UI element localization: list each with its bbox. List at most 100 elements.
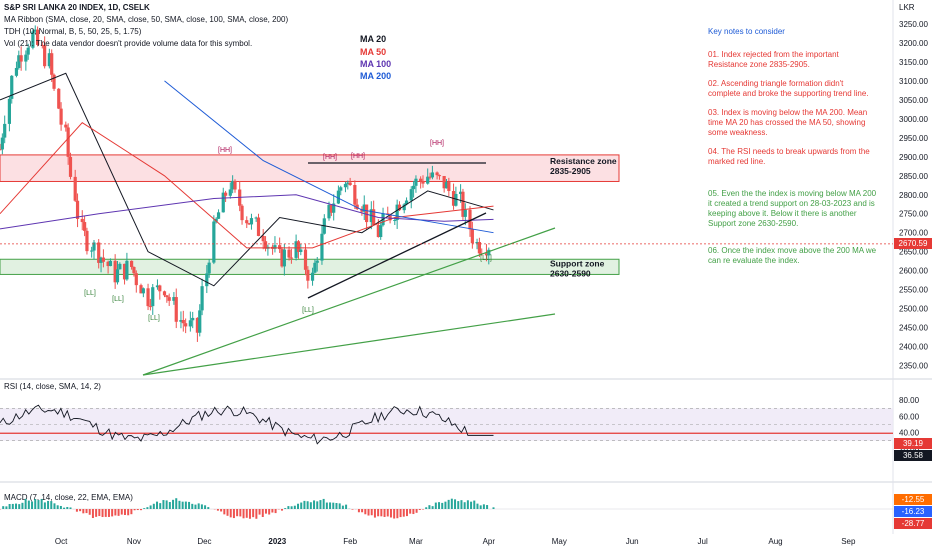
macd-histogram-bar bbox=[313, 500, 316, 509]
candle-body bbox=[205, 273, 209, 287]
support-zone-range: 2630-2590 bbox=[550, 268, 591, 278]
candle-body bbox=[442, 175, 446, 189]
macd-histogram-bar bbox=[63, 507, 66, 509]
candle-body bbox=[303, 249, 308, 270]
macd-histogram-bar bbox=[130, 509, 133, 515]
macd-histogram-bar bbox=[316, 501, 319, 509]
candle-body bbox=[24, 54, 28, 62]
resistance-zone-label: Resistance zone bbox=[550, 156, 617, 166]
macd-histogram-bar bbox=[306, 501, 309, 509]
rsi-ma-badge: 36.58 bbox=[894, 450, 932, 461]
price-tick-label: 2600.00 bbox=[899, 267, 928, 276]
candle-body bbox=[228, 189, 232, 196]
candle-body bbox=[181, 319, 185, 324]
macd-histogram-bar bbox=[43, 502, 46, 509]
candle-body bbox=[240, 205, 244, 221]
candle-body bbox=[184, 323, 188, 327]
resistance-zone bbox=[0, 154, 620, 182]
macd-histogram-bar bbox=[146, 507, 149, 509]
price-tick-label: 2350.00 bbox=[899, 362, 928, 371]
macd-histogram-bar bbox=[226, 509, 229, 516]
macd-histogram-bar bbox=[293, 505, 296, 509]
macd-histogram-bar bbox=[486, 505, 489, 509]
candle-body bbox=[339, 187, 343, 191]
macd-histogram-bar bbox=[178, 500, 181, 509]
key-note-1: 01. Index rejected from the important Re… bbox=[708, 50, 839, 69]
macd-histogram-bar bbox=[396, 509, 399, 519]
macd-histogram-bar bbox=[172, 499, 175, 509]
macd-histogram-bar bbox=[383, 509, 386, 517]
price-unit-label: LKR bbox=[899, 3, 915, 12]
macd-badge-2: -16.23 bbox=[894, 506, 932, 517]
macd-histogram-bar bbox=[434, 502, 437, 509]
candle-body bbox=[419, 178, 423, 182]
price-tick-label: 3000.00 bbox=[899, 115, 928, 124]
candle-body bbox=[306, 269, 310, 281]
candle-body bbox=[0, 137, 4, 150]
candle-body bbox=[141, 288, 145, 294]
key-note-2: 02. Ascending triangle formation didn't … bbox=[708, 79, 869, 98]
candle-body bbox=[113, 260, 117, 283]
macd-histogram-bar bbox=[399, 509, 402, 518]
candle-body bbox=[7, 98, 11, 124]
macd-badge-1: -12.55 bbox=[894, 494, 932, 505]
candle-body bbox=[59, 108, 63, 125]
macd-histogram-bar bbox=[59, 505, 62, 509]
macd-histogram-bar bbox=[204, 505, 207, 509]
volume-legend: Vol (21): The data vendor doesn't provid… bbox=[4, 39, 253, 48]
macd-histogram-bar bbox=[40, 498, 43, 509]
macd-histogram-bar bbox=[88, 509, 91, 515]
price-tick-label: 2850.00 bbox=[899, 172, 928, 181]
candle-body bbox=[50, 53, 54, 75]
candle-body bbox=[90, 250, 94, 252]
higher-high-marker: [HH] bbox=[218, 147, 232, 154]
macd-histogram-bar bbox=[425, 507, 428, 509]
macd-histogram-bar bbox=[476, 503, 479, 509]
macd-histogram-bar bbox=[56, 505, 59, 509]
macd-histogram-bar bbox=[460, 500, 463, 509]
macd-histogram-bar bbox=[104, 509, 107, 517]
macd-histogram-bar bbox=[127, 509, 130, 516]
candle-body bbox=[484, 253, 489, 256]
candle-body bbox=[463, 209, 467, 217]
candle-body bbox=[146, 288, 150, 307]
candle-body bbox=[397, 204, 402, 211]
price-tick-label: 2800.00 bbox=[899, 191, 928, 200]
macd-histogram-bar bbox=[274, 509, 277, 514]
macd-histogram-bar bbox=[120, 509, 123, 515]
macd-histogram-bar bbox=[27, 500, 30, 509]
price-tick-label: 3200.00 bbox=[899, 39, 928, 48]
macd-histogram-bar bbox=[290, 506, 293, 509]
macd-histogram-bar bbox=[309, 502, 312, 509]
candle-body bbox=[97, 242, 101, 263]
macd-histogram-bar bbox=[194, 504, 197, 509]
candle-body bbox=[195, 317, 199, 333]
macd-histogram-bar bbox=[447, 499, 450, 509]
candle-body bbox=[155, 285, 160, 288]
macd-histogram-bar bbox=[101, 509, 104, 518]
macd-histogram-bar bbox=[300, 502, 303, 509]
candle-body bbox=[287, 249, 291, 258]
lower-low-marker: [LL] bbox=[112, 296, 124, 303]
macd-histogram-bar bbox=[37, 500, 40, 509]
candle-body bbox=[130, 260, 134, 267]
candle-body bbox=[33, 29, 37, 32]
macd-histogram-bar bbox=[245, 509, 248, 518]
candle-body bbox=[198, 310, 202, 333]
candle-body bbox=[118, 263, 122, 270]
legend-ma-200: MA 200 bbox=[360, 71, 392, 81]
macd-histogram-bar bbox=[361, 509, 364, 513]
support-zone bbox=[0, 258, 620, 275]
candle-body bbox=[299, 249, 303, 252]
macd-histogram-bar bbox=[479, 505, 482, 509]
macd-histogram-bar bbox=[393, 509, 396, 519]
macd-histogram-bar bbox=[303, 500, 306, 509]
candle-body bbox=[125, 260, 129, 280]
tdh-legend: TDH (10, Normal, B, 5, 50, 25, 5, 1.75) bbox=[4, 27, 142, 36]
time-tick-label: Nov bbox=[127, 537, 141, 546]
candle-body bbox=[289, 257, 293, 259]
candle-body bbox=[280, 249, 284, 267]
ma-line-ma-20 bbox=[0, 72, 494, 287]
macd-histogram-bar bbox=[232, 509, 235, 519]
